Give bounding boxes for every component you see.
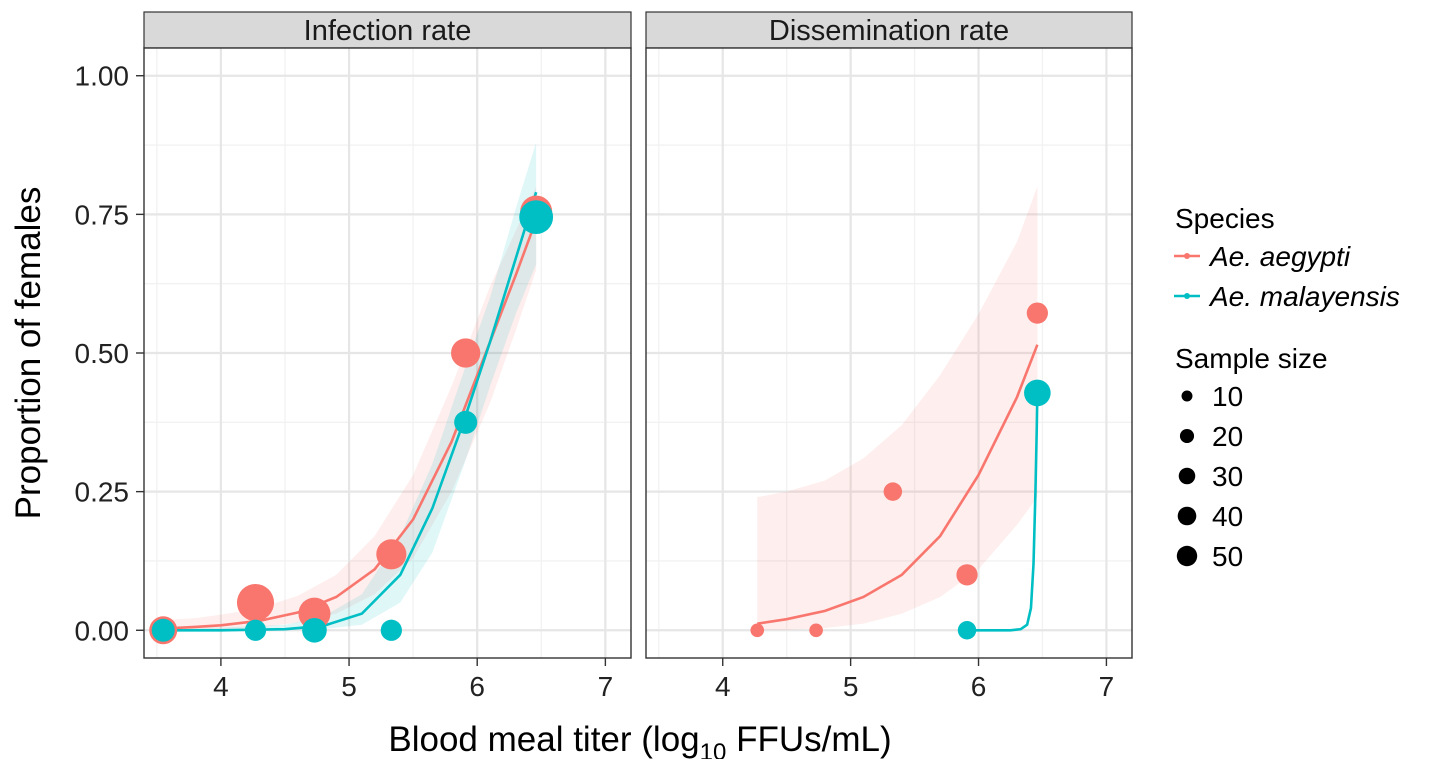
x-axis-title-prefix: Blood meal titer (log [388,720,699,759]
y-tick-label: 0.25 [75,477,130,508]
point-ae-malayensis [1024,379,1051,407]
point-ae-malayensis [151,618,175,642]
legend-label-ae-malayensis: Ae. malayensis [1208,281,1400,312]
point-ae-aegypti [809,623,823,638]
x-tick-label: 4 [715,671,731,702]
legend-size-keys: 10 20 30 40 50 [1176,381,1243,572]
ribbon-ae-malayensis [163,142,537,631]
y-tick-label: 1.00 [75,61,130,92]
panel-infection-rate: Infection rate [143,11,632,659]
x-axis-title-suffix: FFUs/mL) [726,720,891,759]
x-tick-label: 4 [213,671,229,702]
legend-key-ae-aegypti: Ae. aegypti [1174,241,1351,272]
point-ae-aegypti [376,539,407,570]
point-ae-aegypti [236,583,275,622]
legend-dot-ae-aegypti [1184,253,1190,259]
legend-size-dot [1178,467,1196,485]
panel-dissemination-rate: Dissemination rate [645,11,1133,659]
y-tick-label: 0.75 [75,199,130,230]
point-ae-aegypti [750,623,765,638]
legend-size-dot [1177,506,1197,526]
fit-line-ae-aegypti [757,344,1039,625]
x-tick-label: 6 [469,671,485,702]
legend-size-label: 10 [1212,381,1243,412]
point-ae-malayensis [519,200,554,235]
strip-title-dissemination-rate: Dissemination rate [769,15,1009,47]
ribbon-ae-aegypti [163,186,537,631]
legend-size-title: Sample size [1175,343,1328,374]
legend-size-label: 50 [1212,541,1243,572]
point-ae-malayensis [957,621,977,640]
grid-infection-rate [144,48,631,658]
point-ae-malayensis [454,410,478,434]
point-ae-malayensis [244,619,267,641]
legend-size-dot [1176,545,1198,567]
y-axis: 0.00 0.25 0.50 0.75 1.00 [75,61,144,646]
strip-infection-rate [143,11,632,49]
y-axis-title: Proportion of females [9,187,48,520]
strip-dissemination-rate [645,11,1133,49]
point-ae-malayensis [380,619,402,641]
strip-title-infection-rate: Infection rate [304,15,472,47]
point-ae-aegypti [956,564,978,586]
point-ae-aegypti [451,338,481,368]
grid-dissemination-rate [646,48,1132,658]
legend-size-label: 20 [1212,421,1243,452]
x-tick-label: 5 [843,671,859,702]
y-tick-label: 0.50 [75,338,130,369]
point-ae-malayensis [302,617,327,643]
ribbons-dissemination-rate [757,186,1038,631]
x-tick-label: 7 [1099,671,1115,702]
x-tick-label: 7 [598,671,614,702]
x-tick-label: 5 [341,671,357,702]
legend-size-dot [1179,428,1195,444]
legend-label-ae-aegypti: Ae. aegypti [1208,241,1351,272]
x-tick-label: 6 [971,671,987,702]
legend-size-label: 30 [1212,461,1243,492]
legend-size-label: 40 [1212,501,1243,532]
ribbons-infection-rate [163,142,537,631]
fit-lines-dissemination-rate [757,344,1039,632]
fit-line-ae-malayensis [967,391,1039,632]
ribbon-ae-aegypti [757,186,1038,631]
legend-size-dot [1181,390,1193,402]
legend: Species Ae. aegypti Ae. malayensis Sampl… [1174,203,1400,572]
panel-border-dissemination-rate [645,47,1133,659]
x-axis-title: Blood meal titer (log10 FFUs/mL) [388,720,891,759]
legend-key-ae-malayensis: Ae. malayensis [1174,281,1400,312]
points-dissemination-rate [750,302,1051,640]
points-infection-rate [149,195,554,645]
point-ae-aegypti [883,482,903,501]
legend-dot-ae-malayensis [1184,293,1190,299]
legend-species-title: Species [1175,203,1275,234]
x-axis: 4 5 6 7 4 5 6 7 [213,658,1114,702]
x-axis-title-subscript: 10 [700,739,727,759]
y-tick-label: 0.00 [75,615,130,646]
point-ae-aegypti [1026,302,1048,324]
